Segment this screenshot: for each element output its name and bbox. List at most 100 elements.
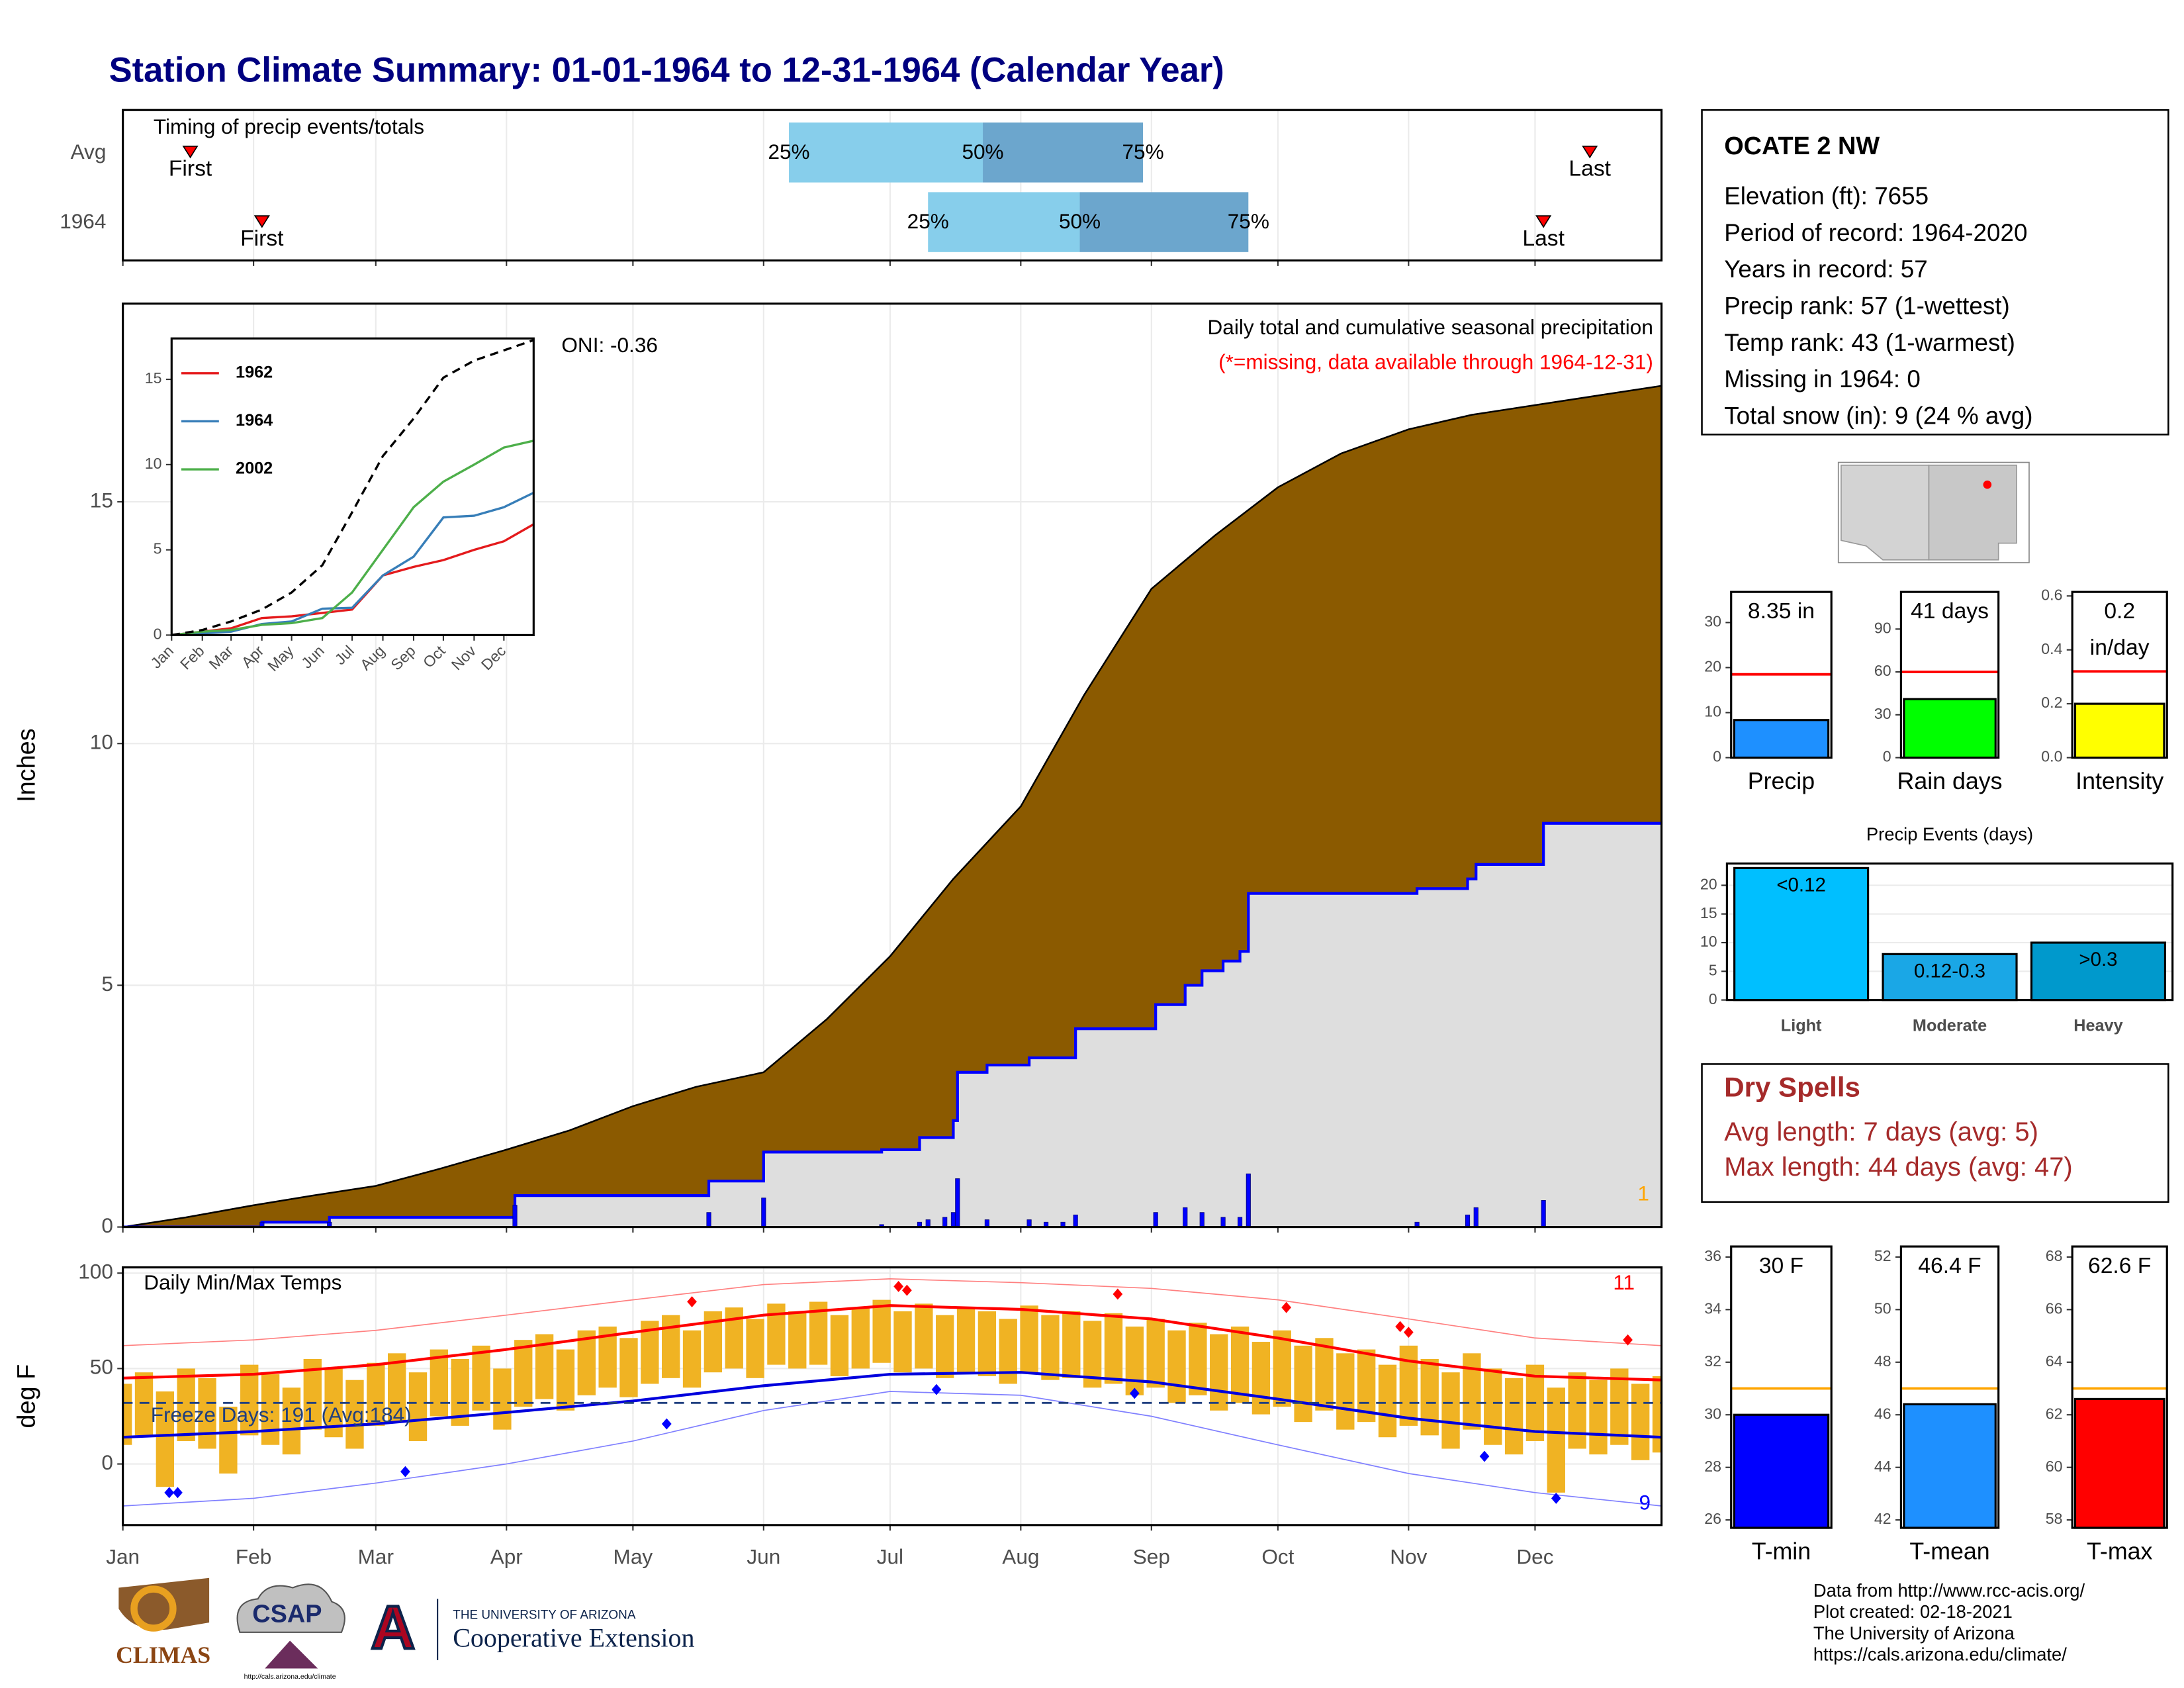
value-label: 46.4 F — [1918, 1254, 1981, 1279]
category-label: Moderate — [1913, 1016, 1987, 1035]
category-label: T-min — [1752, 1538, 1811, 1564]
daily-precip-bar — [879, 1224, 884, 1227]
x-tick-label: Dec — [1516, 1545, 1553, 1569]
series-line — [171, 440, 534, 637]
climas-emblem — [130, 1585, 177, 1632]
temp-range-bar — [999, 1319, 1017, 1384]
temp-range-bar — [198, 1378, 216, 1449]
daily-precip-bar — [1183, 1207, 1188, 1227]
timing-title: Timing of precip events/totals — [154, 115, 424, 138]
temp-range-bar — [1020, 1305, 1038, 1373]
plot-frame — [170, 337, 535, 636]
temp-range-bar — [1210, 1334, 1228, 1411]
station-line: Years in record: 57 — [1724, 256, 1928, 283]
temp-range-bar — [219, 1407, 238, 1474]
y-tick-label: 0 — [101, 1213, 113, 1237]
daily-precip-bar — [1073, 1214, 1078, 1227]
x-tick-label: Feb — [236, 1545, 271, 1569]
quartile-bar — [1079, 192, 1249, 252]
plot-frame — [122, 1266, 1663, 1526]
daily-precip-bar — [1220, 1217, 1226, 1227]
quartile-bar — [789, 122, 983, 183]
csap-url: http://cals.arizona.edu/climate — [244, 1673, 336, 1681]
y-tick-label: 15 — [90, 488, 113, 512]
year-area — [122, 823, 1662, 1227]
value-label: 62.6 F — [2087, 1254, 2152, 1279]
station-line: Elevation (ft): 7655 — [1724, 182, 1929, 209]
quartile-label: 50% — [962, 140, 1003, 164]
temp-range-bar — [872, 1299, 891, 1363]
oni-annotation: ONI: -0.36 — [561, 333, 658, 357]
credit-line: Plot created: 02-18-2021 — [1813, 1601, 2013, 1622]
station-line: Precip rank: 57 (1-wettest) — [1724, 292, 2010, 319]
x-tick-label: Jun — [747, 1545, 780, 1569]
y-tick-label: 10 — [1704, 703, 1721, 720]
y-tick-label: 48 — [1874, 1352, 1891, 1370]
daily-precip-bar — [1465, 1214, 1471, 1227]
csap-text: CSAP — [252, 1601, 322, 1628]
y-tick-label: 60 — [1874, 662, 1891, 679]
temp-range-bar — [240, 1364, 259, 1436]
plot-frame — [2071, 1245, 2168, 1529]
y-tick-label: 10 — [1700, 933, 1717, 950]
temp-range-bar — [1125, 1326, 1144, 1395]
temp-range-bar — [830, 1315, 849, 1376]
chart-subtitle: (*=missing, data available through 1964-… — [1218, 350, 1653, 373]
y-tick-label: 28 — [1704, 1458, 1721, 1475]
event-marker — [1582, 146, 1598, 159]
credits: Data from http://www.rcc-acis.org/Plot c… — [1813, 1580, 2085, 1665]
temp-range-bar — [893, 1311, 912, 1373]
temp-range-bar — [1420, 1358, 1439, 1436]
temp-range-bar — [1568, 1372, 1586, 1449]
legend-label: 1962 — [236, 363, 273, 382]
plot-frame — [2071, 590, 2168, 759]
daily-precip-bar — [1060, 1221, 1066, 1227]
university-name: THE UNIVERSITY OF ARIZONA — [453, 1609, 636, 1622]
quartile-bar — [928, 192, 1080, 252]
bar — [1903, 1403, 1997, 1529]
normal-line — [122, 1371, 1662, 1439]
plot-frame — [122, 303, 1663, 1229]
x-tick-label: Nov — [1390, 1545, 1427, 1569]
y-tick-label: 0.0 — [2041, 748, 2062, 765]
temp-range-bar — [408, 1372, 428, 1441]
temp-range-bar — [472, 1345, 490, 1411]
temp-range-bar — [1652, 1376, 1662, 1453]
daily-precip-bar — [1043, 1221, 1049, 1227]
y-tick-label: 10 — [145, 455, 162, 472]
event-label: First — [240, 226, 284, 251]
quartile-label: 75% — [1228, 209, 1269, 233]
daily-precip-bar — [1026, 1219, 1032, 1227]
normal-line — [122, 1391, 1662, 1507]
record-marker — [893, 1281, 903, 1292]
y-tick-label: 64 — [2046, 1352, 2063, 1370]
daily-precip-bar — [955, 1178, 960, 1227]
ua-logo: A — [371, 1593, 415, 1662]
quartile-label: 25% — [768, 140, 809, 164]
y-tick-label: 5 — [154, 540, 162, 557]
daily-precip-bar — [761, 1197, 766, 1227]
normal-line — [122, 1304, 1662, 1382]
credit-line: Data from http://www.rcc-acis.org/ — [1813, 1580, 2085, 1601]
value-label-box: 30 F — [1759, 1255, 1803, 1279]
temp-range-bar — [1378, 1364, 1397, 1438]
daily-precip-bar — [950, 1212, 956, 1227]
station-box — [1701, 109, 2169, 436]
temp-range-bar — [1484, 1368, 1502, 1445]
temp-range-bar — [662, 1315, 680, 1378]
record-marker — [1623, 1334, 1633, 1346]
y-tick-label: 66 — [2046, 1299, 2063, 1317]
freeze-annotation: Freeze Days: 191 (Avg:184) — [151, 1403, 412, 1427]
bar — [1733, 867, 1870, 1002]
plot-area — [122, 1278, 1662, 1507]
plot-background — [171, 338, 534, 635]
value-label-box: 8.35 in — [1748, 600, 1815, 624]
temp-range-bar — [1441, 1372, 1460, 1449]
x-tick-label: Jul — [877, 1545, 903, 1569]
record-marker — [931, 1383, 942, 1395]
temp-range-bar — [746, 1319, 764, 1378]
chart-title: Daily total and cumulative seasonal prec… — [1208, 315, 1653, 339]
logos: CLIMAS CSAP http://cals.arizona.edu/clim… — [116, 1577, 694, 1681]
bar — [1733, 719, 1830, 759]
csap-mountain — [265, 1640, 318, 1669]
